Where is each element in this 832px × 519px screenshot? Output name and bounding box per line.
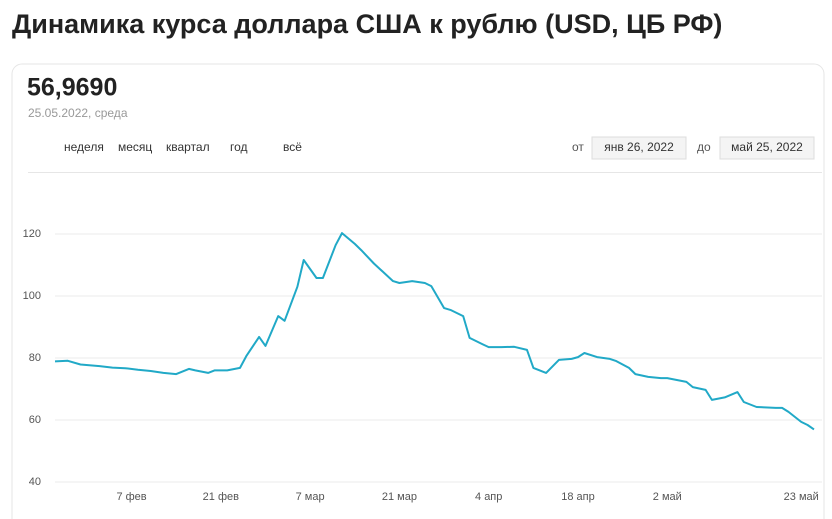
from-date[interactable]: янв 26, 2022 xyxy=(604,140,674,154)
x-tick-label: 18 апр xyxy=(561,491,594,503)
y-tick-label: 100 xyxy=(23,290,41,302)
x-tick-label: 7 фев xyxy=(116,491,146,503)
to-date[interactable]: май 25, 2022 xyxy=(731,140,803,154)
to-input[interactable] xyxy=(719,136,815,160)
x-tick-label: 7 мар xyxy=(296,491,325,503)
period-button[interactable]: год xyxy=(230,140,248,154)
rate-line xyxy=(54,232,815,431)
period-button[interactable]: квартал xyxy=(166,140,210,154)
from-label: от xyxy=(572,140,584,154)
y-tick-label: 40 xyxy=(29,476,41,488)
from-input[interactable] xyxy=(591,136,687,160)
period-button[interactable]: месяц xyxy=(118,140,152,154)
current-value: 56,9690 xyxy=(27,74,117,102)
x-tick-label: 4 апр xyxy=(475,491,502,503)
card xyxy=(11,63,825,519)
period-button[interactable]: неделя xyxy=(64,140,104,154)
to-label: до xyxy=(697,140,711,154)
x-tick-label: 21 фев xyxy=(203,491,239,503)
period-button[interactable]: всё xyxy=(283,140,302,154)
x-tick-label: 21 мар xyxy=(382,491,417,503)
y-tick-label: 60 xyxy=(29,414,41,426)
current-date: 25.05.2022, среда xyxy=(28,106,128,120)
y-tick-label: 120 xyxy=(23,228,41,240)
y-tick-label: 80 xyxy=(29,352,41,364)
x-tick-label: 2 май xyxy=(653,491,682,503)
page-title: Динамика курса доллара США к рублю (USD,… xyxy=(12,9,722,39)
x-tick-label: 23 май xyxy=(784,491,819,503)
